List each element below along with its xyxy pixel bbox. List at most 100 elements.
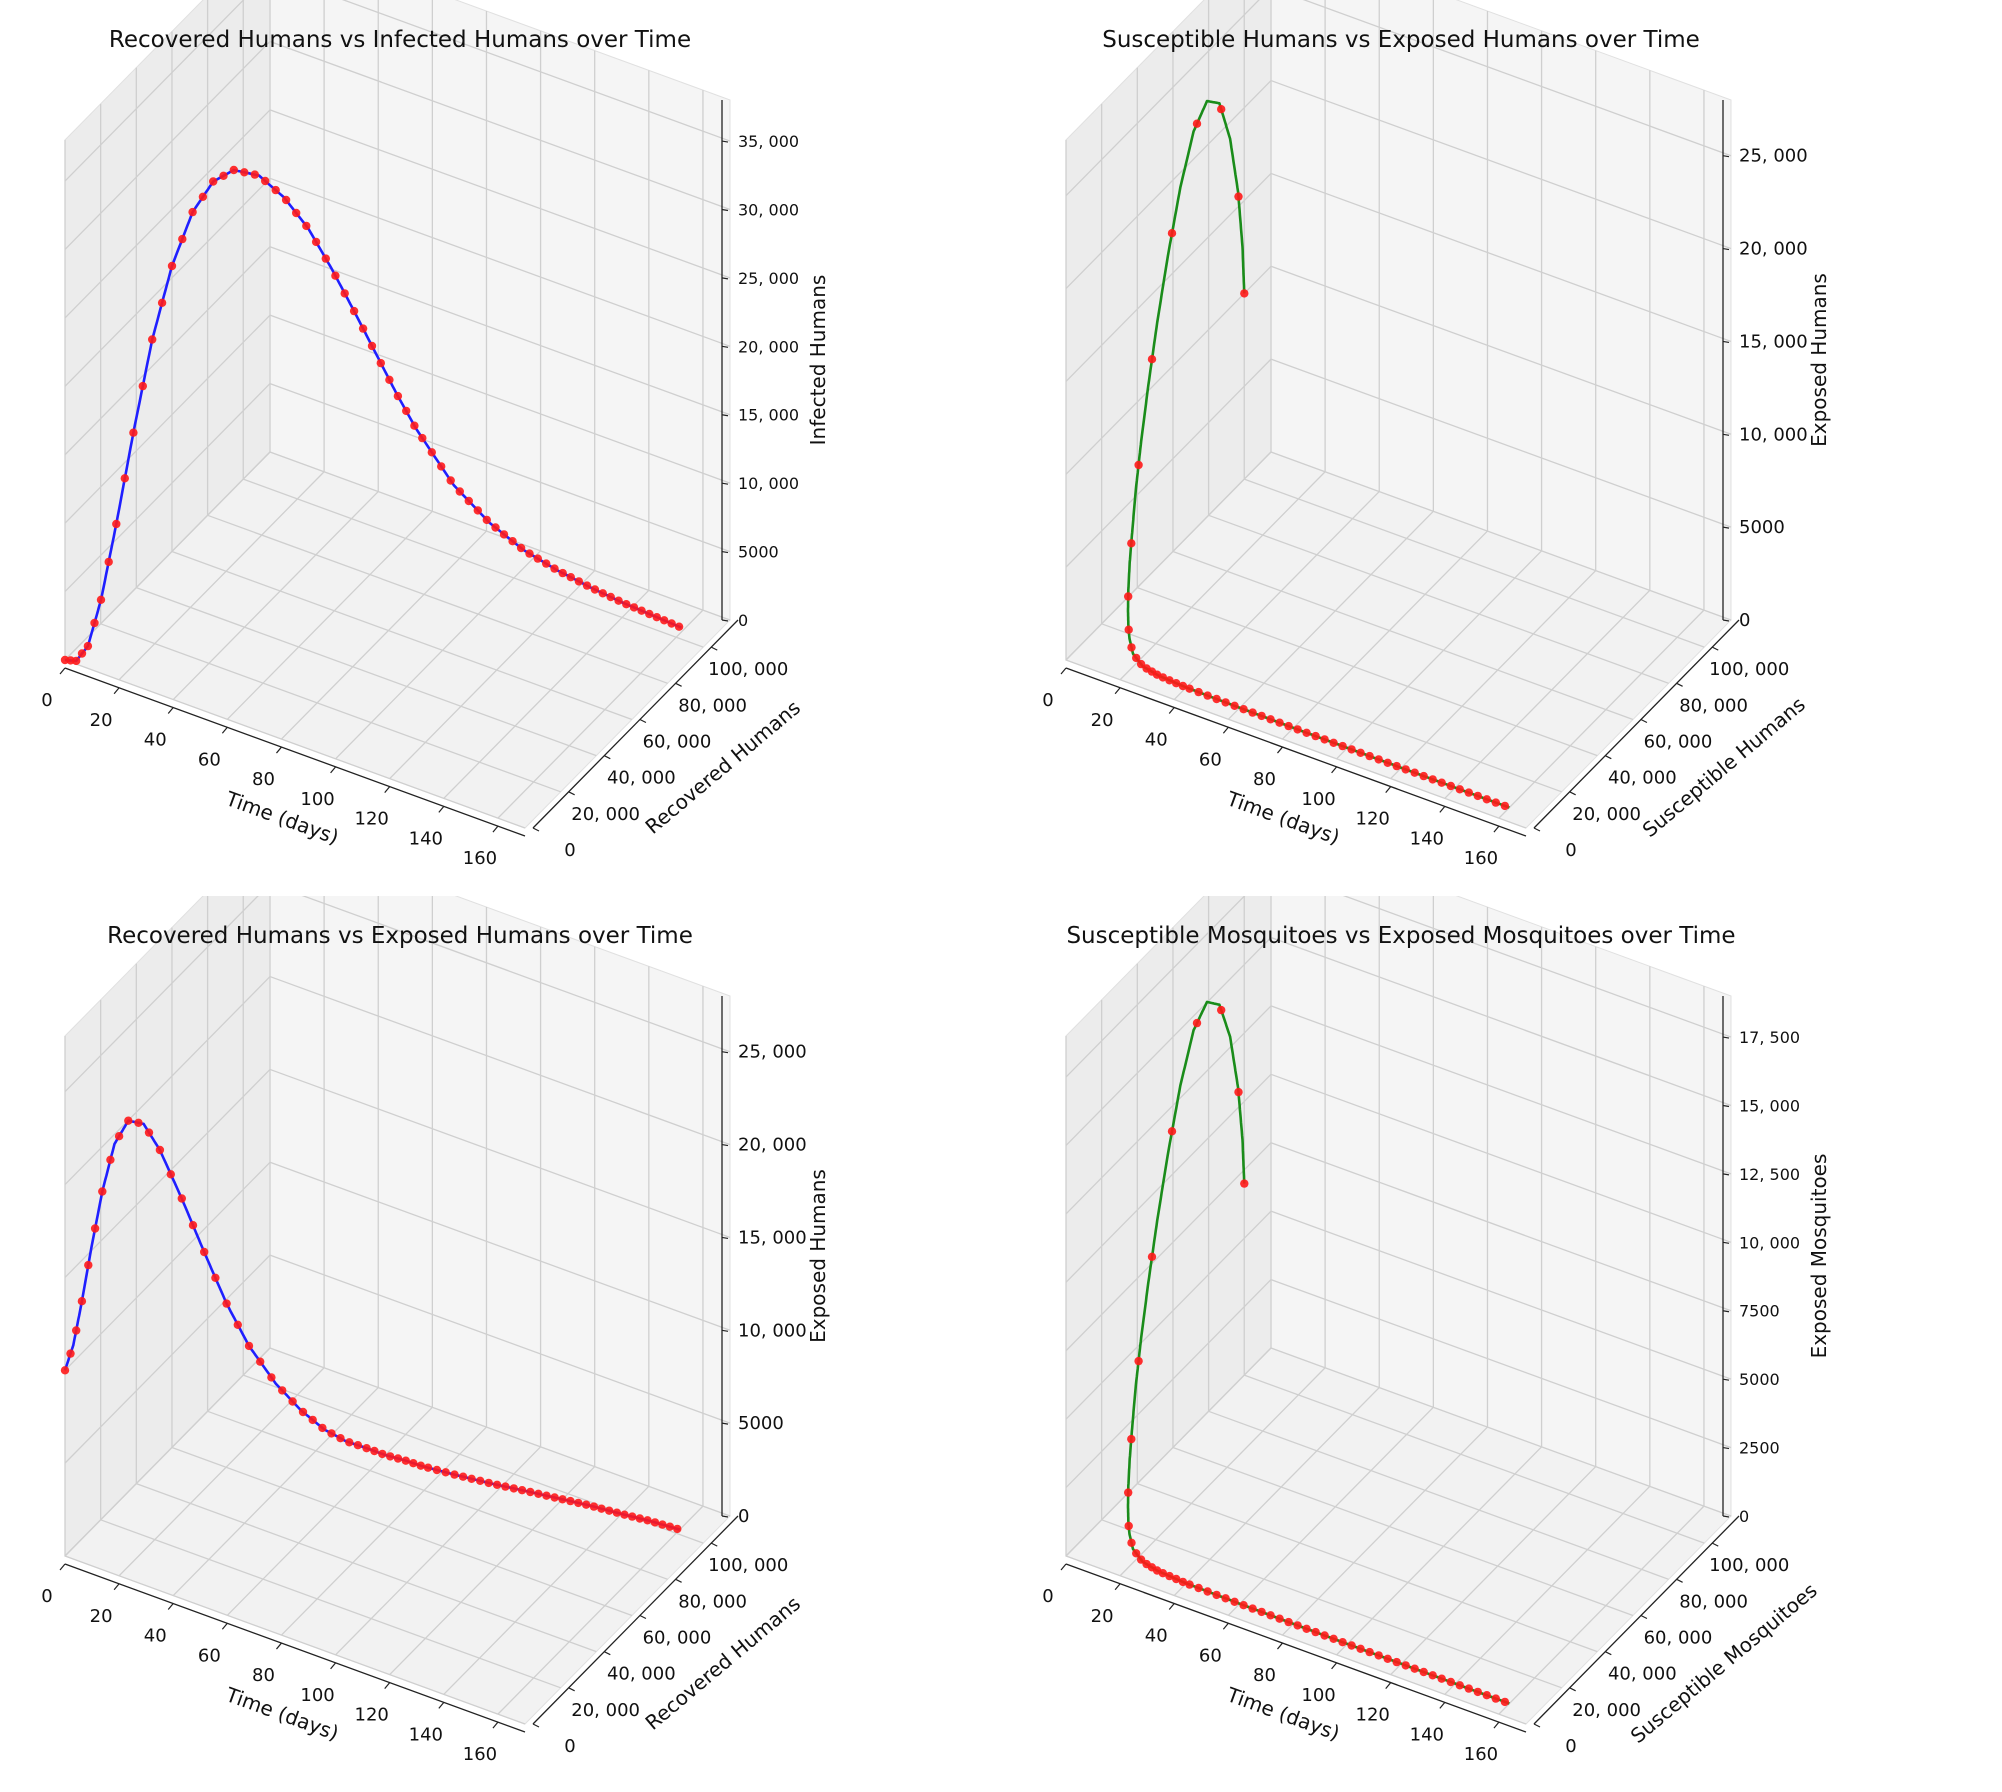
data-point-marker (1302, 1624, 1311, 1633)
grid-line-z-back (1270, 936, 1732, 1107)
grid-line-z-back (269, 451, 731, 621)
chart-panel-recovered-vs-infected: 0 20 40 60 80 100 120 140 160 0 20, 000 40, 000 60, … (0, 0, 1001, 896)
z-tick-label: 12, 500 (1739, 1165, 1800, 1184)
x-tick-mark (59, 667, 66, 675)
grid-line-x-floor (389, 570, 596, 780)
y-tick-label: 100, 000 (1709, 1555, 1789, 1576)
grid-line-z-back (269, 40, 731, 211)
grid-line-z-left (64, 1347, 271, 1557)
data-point-marker (1132, 1549, 1141, 1558)
x-tick-mark (276, 746, 282, 754)
grid-line-x-floor (497, 1505, 704, 1715)
grid-line-z-back (1270, 1278, 1732, 1449)
data-point-marker (321, 254, 330, 263)
data-point-marker (1127, 1434, 1136, 1444)
data-point-marker (367, 341, 377, 351)
z-tick-label: 5000 (1739, 517, 1785, 538)
y-tick-label: 20, 000 (1572, 1700, 1641, 1721)
grid-line-y-floor (1101, 623, 1562, 793)
data-point-marker (517, 1486, 527, 1495)
y-tick-mark (1569, 1687, 1576, 1692)
data-point-marker (1347, 1641, 1356, 1650)
grid-line-z-left (1065, 358, 1272, 568)
grid-line-z-left (1065, 265, 1272, 475)
grid-line-z-left (64, 314, 271, 524)
data-point-marker (550, 564, 559, 573)
grid-line-z-back (1270, 172, 1732, 343)
z-tick-mark (721, 1329, 729, 1332)
grid-line-z-left (1065, 1279, 1272, 1489)
data-point-marker (432, 1465, 442, 1475)
grid-line-y-floor (1137, 1483, 1598, 1653)
grid-line-y-floor (1208, 1410, 1669, 1580)
x-tick-mark (221, 726, 228, 734)
z-tick-label: 5000 (1739, 1370, 1780, 1389)
data-point-marker (1293, 725, 1302, 734)
data-point-marker (1248, 708, 1257, 717)
chart-svg-recovered-vs-exposed: 0 20 40 60 80 100 120 140 160 0 20, 000 40, 000 60, … (41, 896, 830, 1765)
grid-line-y-floor (1137, 587, 1598, 757)
data-point-marker (1257, 711, 1266, 721)
y-tick-label: 60, 000 (643, 731, 712, 752)
grid-line-z-left (1065, 1005, 1272, 1215)
x-tick-mark (1493, 825, 1500, 833)
x-tick-label: 80 (1253, 1665, 1276, 1686)
y-tick-label: 0 (1565, 1736, 1576, 1757)
x-tick-mark (492, 825, 499, 833)
data-point-marker (362, 1444, 371, 1453)
data-point-marker (1192, 1018, 1202, 1028)
y-tick-mark (710, 646, 718, 651)
z-axis-label: Exposed Humans (806, 1169, 830, 1343)
x-tick-mark (384, 786, 391, 793)
x-tick-mark (1277, 746, 1283, 754)
grid-line-x-floor (118, 471, 325, 681)
x-tick-mark (221, 1622, 228, 1630)
data-point-marker (1329, 1634, 1338, 1643)
y-tick-mark (1711, 646, 1719, 651)
data-point-marker (1124, 625, 1133, 634)
data-point-marker (1437, 1674, 1446, 1683)
x-tick-label: 80 (252, 1665, 275, 1686)
grid-line-z-back (1270, 1210, 1732, 1380)
chart-svg-mosquitoes: 0 20 40 60 80 100 120 140 160 0 20, 000 40, 000 60, … (1042, 896, 1831, 1765)
data-point-marker (499, 530, 509, 539)
grid-line-x-floor (443, 589, 650, 799)
z-tick-label: 15, 000 (1739, 1096, 1800, 1115)
data-point-marker (124, 1116, 133, 1125)
x-tick-label: 120 (355, 809, 389, 830)
x-tick-label: 60 (1199, 1645, 1222, 1666)
grid-line-x-floor (1119, 1367, 1326, 1577)
x-tick-mark (492, 1721, 499, 1729)
data-point-marker (1482, 795, 1491, 804)
data-point-marker (629, 603, 639, 612)
data-point-marker (467, 1474, 476, 1483)
data-point-marker (1230, 1597, 1239, 1606)
data-point-marker (1410, 768, 1419, 777)
data-point-marker (450, 1470, 459, 1479)
z-tick-mark (1722, 619, 1730, 622)
grid-line-z-left (1065, 172, 1272, 382)
z-tick-label: 0 (738, 611, 748, 630)
grid-line-y-floor (1065, 659, 1527, 829)
data-point-marker (385, 375, 394, 384)
data-point-marker (288, 1397, 297, 1406)
y-tick-mark (639, 1614, 647, 1620)
z-tick-label: 20, 000 (738, 1135, 807, 1156)
y-tick-label: 0 (564, 1736, 575, 1757)
x-tick-label: 140 (1410, 1724, 1444, 1745)
z-tick-mark (1722, 340, 1730, 344)
data-point-marker (1134, 1356, 1143, 1366)
z-axis-label: Infected Humans (806, 275, 830, 446)
x-tick-label: 140 (1410, 828, 1444, 849)
data-point-marker (166, 1170, 175, 1179)
grid-line-z-back (1270, 358, 1732, 528)
z-tick-mark (1722, 433, 1730, 436)
data-point-marker (643, 1516, 652, 1525)
data-point-marker (155, 1145, 165, 1155)
data-point-marker (219, 171, 228, 180)
y-tick-mark (1605, 755, 1612, 760)
data-point-marker (542, 1491, 551, 1500)
data-point-marker (482, 515, 491, 525)
z-tick-label: 0 (1739, 1507, 1749, 1526)
grid-line-z-left (1065, 80, 1272, 290)
